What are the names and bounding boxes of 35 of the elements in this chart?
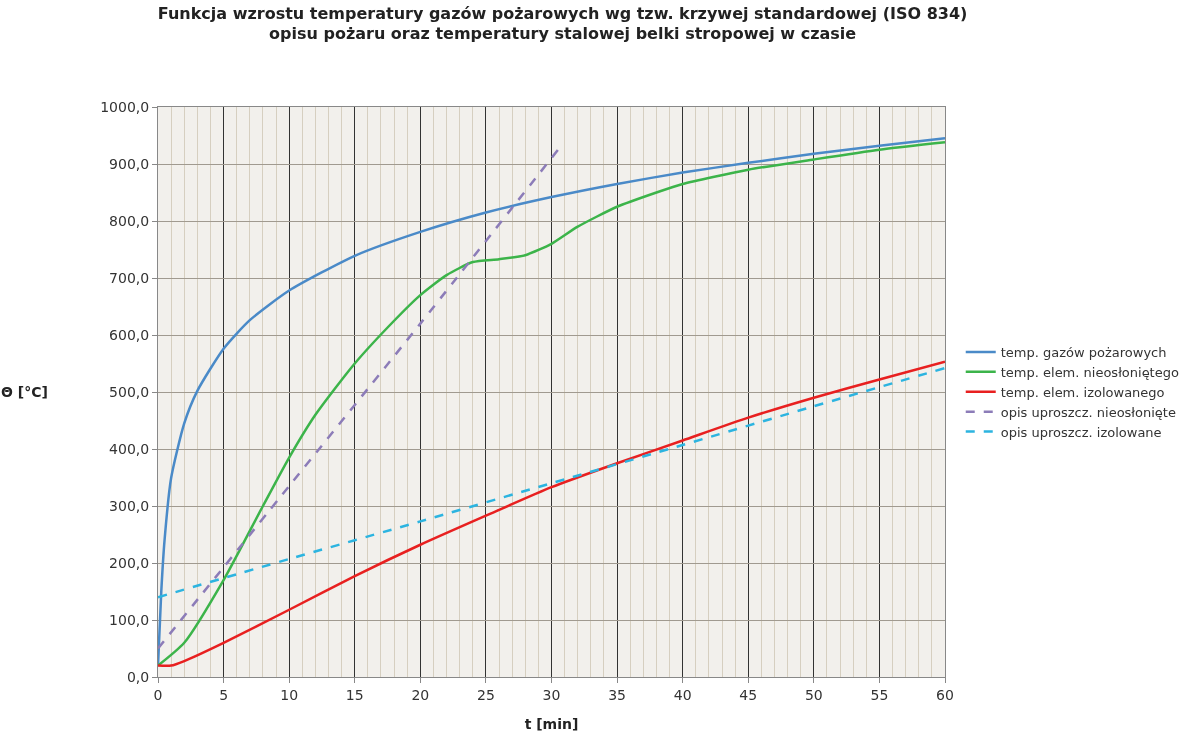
legend-label: opis uproszcz. izolowane [1000, 424, 1162, 440]
legend-label: temp. gazów pożarowych [1000, 345, 1167, 361]
x-tick-label: 25 [477, 686, 495, 703]
x-tick-label: 45 [739, 686, 758, 703]
x-tick-label: 30 [542, 686, 561, 703]
x-tick-label: 5 [219, 686, 229, 703]
y-tick-label: 800,0 [109, 212, 150, 229]
y-tick-label: 600,0 [109, 326, 150, 343]
x-tick-label: 20 [411, 686, 430, 703]
line-series [158, 148, 560, 650]
x-tick-label: 15 [345, 686, 364, 703]
x-tick-label: 60 [936, 686, 954, 703]
chart-title: Funkcja wzrostu temperatury gazów pożarowych wg tzw. krzywej standardowej (ISO 834) opisu pożaru oraz temperatury stalowej belki stropowej w czasie [157, 3, 968, 44]
x-tick-label: 40 [673, 686, 692, 703]
x-axis-title: t [min] [524, 716, 579, 732]
y-tick-label: 0,0 [126, 668, 150, 685]
line-series [158, 360, 945, 668]
legend-label: temp. elem. nieosłoniętego [1000, 364, 1179, 380]
y-tick-label: 700,0 [109, 269, 150, 286]
x-tick-label: 0 [153, 686, 163, 703]
legend-label: opis uproszcz. nieosłonięte [1000, 404, 1176, 420]
y-tick-label: 300,0 [109, 497, 150, 514]
x-tick-label: 55 [870, 686, 889, 703]
y-tick-label: 900,0 [109, 155, 150, 172]
y-tick-label: 200,0 [109, 554, 150, 571]
y-axis-title: Θ [°C] [1, 384, 48, 400]
y-tick-label: 400,0 [109, 440, 150, 457]
y-tick-label: 1000,0 [100, 98, 150, 115]
x-tick-label: 50 [804, 686, 823, 703]
y-tick-label: 500,0 [109, 383, 150, 400]
line-series [158, 366, 945, 599]
legend-label: temp. elem. izolowanego [1000, 384, 1165, 400]
x-tick-label: 10 [280, 686, 299, 703]
x-tick-label: 35 [608, 686, 626, 703]
y-tick-label: 100,0 [109, 611, 150, 628]
